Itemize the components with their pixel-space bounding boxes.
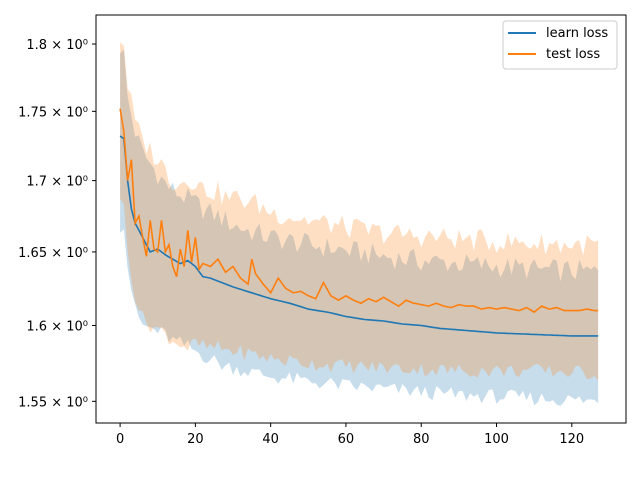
legend: learn loss test loss [502,20,618,70]
y-tick-label: 1.7 × 10⁰ [26,175,88,190]
series-lines [119,108,599,337]
x-axis: 0 20 40 60 80 100 120 [116,423,584,447]
y-tick-label: 1.6 × 10⁰ [26,319,88,334]
x-tick-label: 0 [116,432,124,447]
x-tick-label: 40 [262,432,279,447]
band-test-loss [120,42,599,381]
line-test-loss [119,108,599,314]
y-tick-label: 1.65 × 10⁰ [18,246,88,261]
x-tick-label: 60 [338,432,355,447]
x-tick-label: 120 [559,432,584,447]
band-learn-loss [120,49,599,406]
confidence-bands [120,42,599,406]
legend-label-learn: learn loss [546,26,608,41]
y-tick-label: 1.75 × 10⁰ [18,105,88,120]
x-tick-label: 100 [484,432,509,447]
x-tick-label: 80 [413,432,430,447]
y-tick-label: 1.8 × 10⁰ [26,38,88,53]
legend-label-test: test loss [546,47,600,62]
x-tick-label: 20 [187,432,204,447]
plot-frame [95,14,627,424]
y-axis: 1.55 × 10⁰ 1.6 × 10⁰ 1.65 × 10⁰ 1.7 × 10⁰ 1.… [18,38,96,410]
y-tick-label: 1.55 × 10⁰ [18,395,88,410]
line-learn-loss [119,135,599,337]
